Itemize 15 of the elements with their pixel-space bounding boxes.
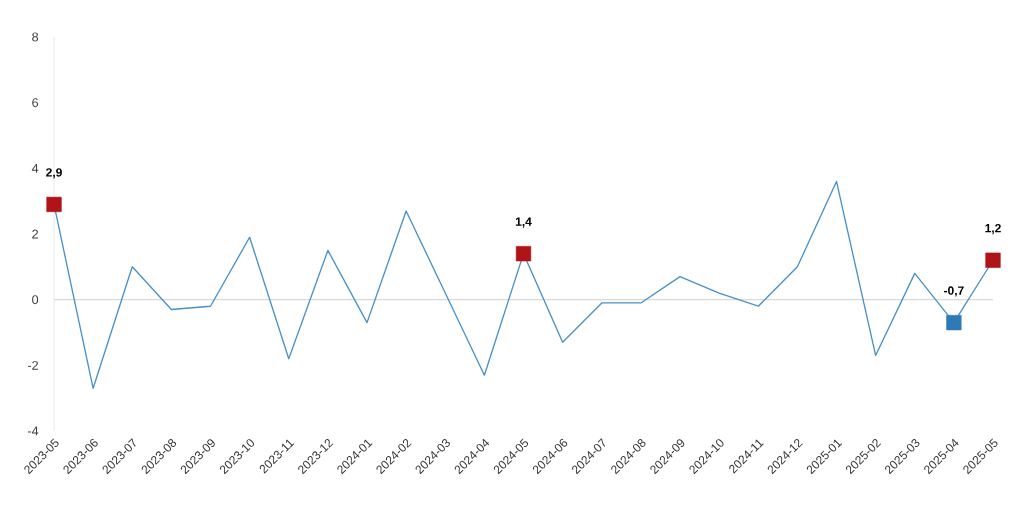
data-label: -0,7 xyxy=(944,286,964,297)
point xyxy=(515,246,532,262)
point xyxy=(985,252,1001,268)
data-label: 2,9 xyxy=(46,168,62,179)
y-tick-label: 2 xyxy=(32,229,39,239)
point xyxy=(46,196,62,213)
data-label: 1,2 xyxy=(985,223,1001,235)
y-tick-label: 4 xyxy=(31,163,39,173)
y-tick-label: 6 xyxy=(32,98,39,108)
y-tick-label: -4 xyxy=(27,426,39,436)
y-tick-label: 8 xyxy=(32,32,39,42)
y-tick-label: -2 xyxy=(27,360,39,370)
y-tick-label: 0 xyxy=(32,295,39,305)
point xyxy=(946,315,962,331)
data-label: 1,4 xyxy=(515,217,532,228)
